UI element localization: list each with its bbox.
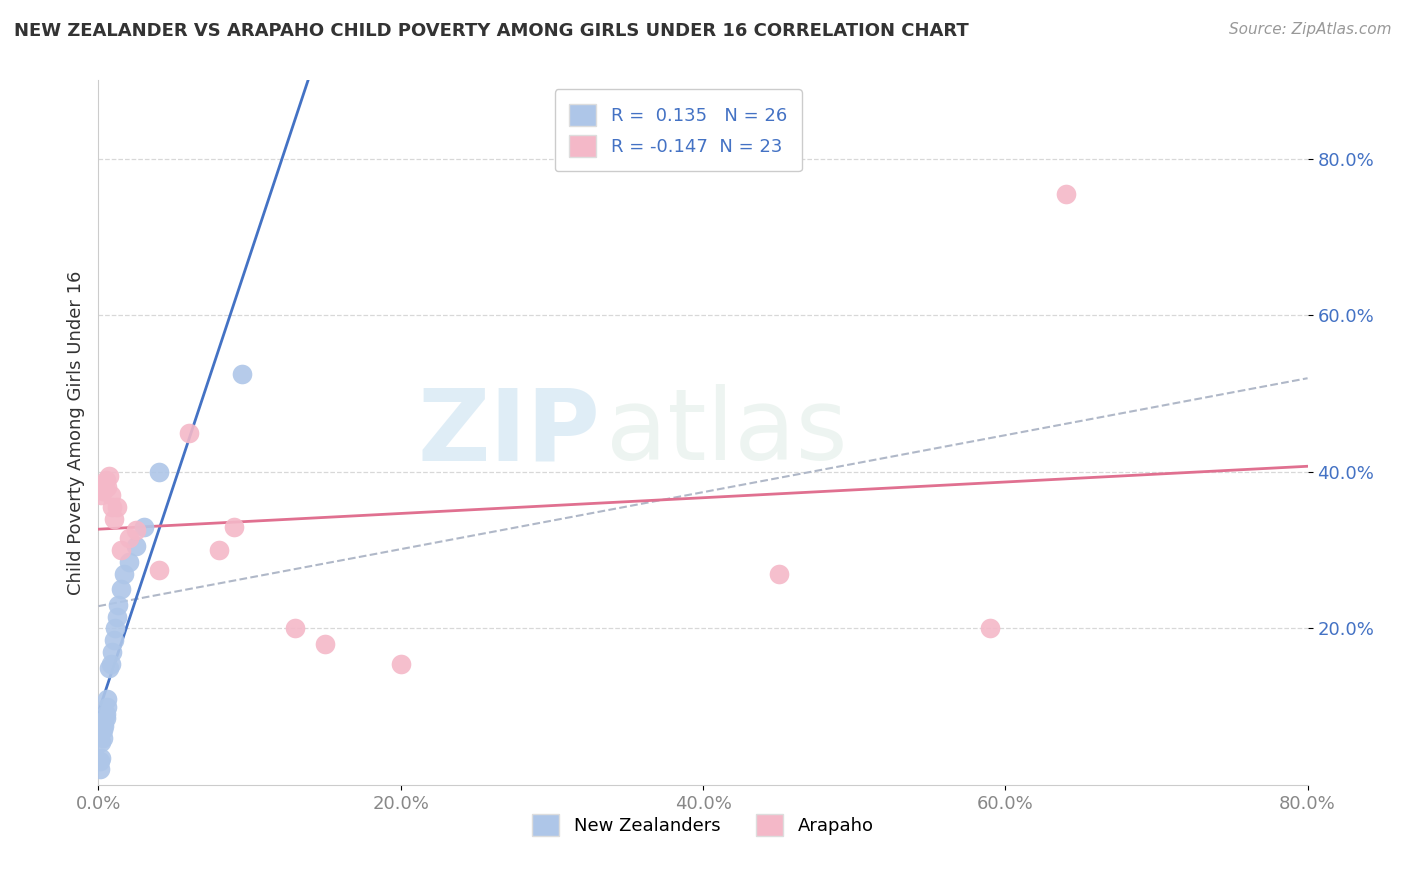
Point	[90, 735, 112, 749]
Point	[94, 707, 117, 722]
Point	[231, 367, 253, 381]
Point	[118, 532, 141, 546]
Point	[96, 691, 118, 706]
Point	[100, 657, 122, 671]
Point	[148, 563, 170, 577]
Point	[107, 598, 129, 612]
Point	[96, 699, 118, 714]
Point	[103, 633, 125, 648]
Point	[89, 755, 111, 769]
Point	[118, 555, 141, 569]
Point	[112, 566, 135, 581]
Point	[110, 543, 132, 558]
Point	[148, 465, 170, 479]
Text: ZIP: ZIP	[418, 384, 600, 481]
Point	[93, 719, 115, 733]
Legend: New Zealanders, Arapaho: New Zealanders, Arapaho	[522, 803, 884, 847]
Point	[110, 582, 132, 597]
Point	[768, 566, 790, 581]
Point	[94, 711, 117, 725]
Point	[125, 539, 148, 553]
Point	[314, 637, 336, 651]
Point	[90, 488, 112, 502]
Point	[96, 480, 118, 494]
Point	[224, 519, 246, 533]
Point	[93, 476, 115, 491]
Point	[179, 425, 201, 440]
Point	[94, 473, 117, 487]
Point	[98, 468, 121, 483]
Point	[125, 524, 148, 538]
Text: Source: ZipAtlas.com: Source: ZipAtlas.com	[1229, 22, 1392, 37]
Point	[101, 500, 124, 514]
Point	[132, 519, 155, 533]
Text: atlas: atlas	[606, 384, 848, 481]
Point	[98, 660, 121, 674]
Point	[105, 500, 128, 514]
Point	[104, 621, 127, 635]
Point	[90, 750, 112, 764]
Text: NEW ZEALANDER VS ARAPAHO CHILD POVERTY AMONG GIRLS UNDER 16 CORRELATION CHART: NEW ZEALANDER VS ARAPAHO CHILD POVERTY A…	[14, 22, 969, 40]
Point	[89, 762, 111, 776]
Point	[101, 645, 124, 659]
Point	[91, 484, 114, 499]
Point	[100, 488, 122, 502]
Point	[103, 512, 125, 526]
Point	[1054, 186, 1077, 201]
Point	[93, 715, 115, 730]
Point	[284, 621, 307, 635]
Y-axis label: Child Poverty Among Girls Under 16: Child Poverty Among Girls Under 16	[66, 270, 84, 595]
Point	[91, 723, 114, 738]
Point	[389, 657, 412, 671]
Point	[91, 731, 114, 745]
Point	[979, 621, 1001, 635]
Point	[105, 609, 128, 624]
Point	[208, 543, 231, 558]
